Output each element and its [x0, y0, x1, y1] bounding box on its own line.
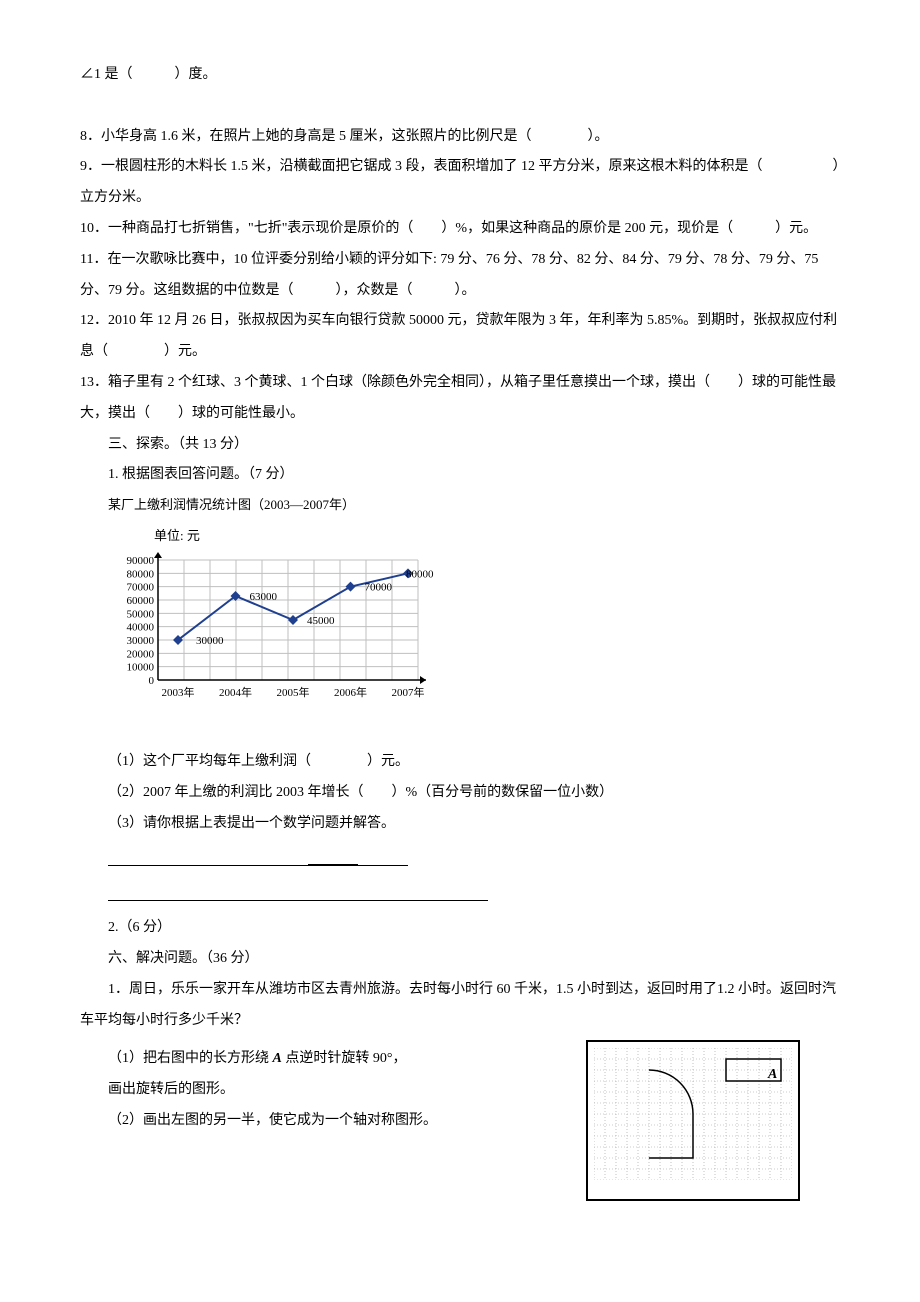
svg-text:30000: 30000: [127, 635, 155, 647]
svg-text:0: 0: [149, 675, 155, 687]
svg-text:A: A: [767, 1067, 777, 1082]
svg-text:2005年: 2005年: [277, 685, 310, 699]
q12: 12．2010 年 12 月 26 日，张叔叔因为买车向银行贷款 50000 元…: [80, 306, 840, 368]
svg-text:40000: 40000: [127, 622, 155, 634]
section3-q1-1: （1）这个厂平均每年上缴利润（ ）元。: [80, 747, 840, 778]
q9: 9．一根圆柱形的木料长 1.5 米，沿横截面把它锯成 3 段，表面积增加了 12…: [80, 152, 840, 214]
q8: 8．小华身高 1.6 米，在照片上她的身高是 5 厘米，这张照片的比例尺是（ ）…: [80, 122, 840, 153]
section6-sub1-a: （1）把右图中的长方形绕: [108, 1051, 273, 1066]
svg-text:10000: 10000: [127, 662, 155, 674]
svg-text:50000: 50000: [127, 609, 155, 621]
q13: 13．箱子里有 2 个红球、3 个黄球、1 个白球（除颜色外完全相同），从箱子里…: [80, 368, 840, 430]
q7-tail: ∠1 是（ ）度。: [80, 60, 840, 91]
svg-text:70000: 70000: [127, 582, 155, 594]
svg-text:30000: 30000: [196, 635, 224, 647]
svg-text:80000: 80000: [127, 569, 155, 581]
section3-q1-3: （3）请你根据上表提出一个数学问题并解答。: [80, 809, 840, 840]
section3-title: 三、探索。（共 13 分）: [80, 430, 840, 461]
grid-svg: A: [594, 1048, 792, 1180]
svg-text:2007年: 2007年: [392, 685, 425, 699]
svg-text:90000: 90000: [127, 555, 155, 567]
section6-sub1-b: 点逆时针旋转 90°，: [282, 1051, 407, 1066]
blank-line-1: [80, 844, 840, 875]
chart-canvas: 0100002000030000400005000060000700008000…: [108, 550, 840, 747]
section3-q1-2: （2）2007 年上缴的利润比 2003 年增长（ ）%（百分号前的数保留一位小…: [80, 778, 840, 809]
svg-text:20000: 20000: [127, 649, 155, 661]
section6-q1: 1．周日，乐乐一家开车从潍坊市区去青州旅游。去时每小时行 60 千米，1.5 小…: [80, 975, 840, 1037]
point-a-inline: A: [273, 1051, 282, 1066]
svg-text:60000: 60000: [127, 595, 155, 607]
svg-text:63000: 63000: [250, 591, 278, 603]
svg-text:80000: 80000: [406, 569, 434, 581]
section6-title: 六、解决问题。（36 分）: [80, 944, 840, 975]
grid-figure: A: [586, 1040, 800, 1201]
section3-q1: 1. 根据图表回答问题。（7 分）: [80, 460, 840, 491]
chart-svg: 0100002000030000400005000060000700008000…: [108, 550, 448, 734]
blank-line-2: [80, 878, 840, 909]
profit-chart: 某厂上缴利润情况统计图（2003—2007年） 单位: 元 0100002000…: [108, 491, 840, 747]
chart-title: 某厂上缴利润情况统计图（2003—2007年）: [108, 491, 840, 520]
svg-text:70000: 70000: [365, 582, 393, 594]
q10: 10．一种商品打七折销售，"七折"表示现价是原价的（ ）%，如果这种商品的原价是…: [80, 214, 840, 245]
svg-text:2003年: 2003年: [162, 685, 195, 699]
svg-text:45000: 45000: [307, 615, 335, 627]
svg-text:2006年: 2006年: [334, 685, 367, 699]
chart-unit: 单位: 元: [154, 522, 200, 551]
q11: 11．在一次歌咏比赛中，10 位评委分别给小颖的评分如下: 79 分、76 分、…: [80, 245, 840, 307]
svg-text:2004年: 2004年: [219, 685, 252, 699]
section3-q2: 2.（6 分）: [80, 913, 840, 944]
